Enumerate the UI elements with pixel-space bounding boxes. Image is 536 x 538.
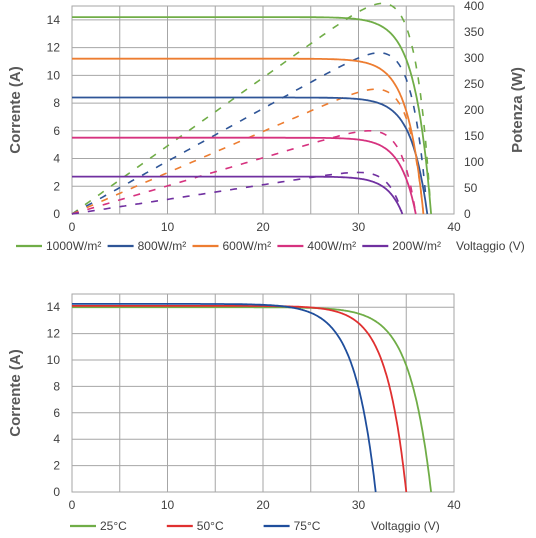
legend-label: 400W/m² bbox=[307, 239, 356, 253]
y2-tick-label: 0 bbox=[464, 207, 471, 221]
x-axis-title: Voltaggio (V) bbox=[371, 519, 440, 533]
y2-tick-label: 200 bbox=[464, 103, 484, 117]
iv-curve-series-4 bbox=[72, 136, 417, 215]
y-tick-label: 12 bbox=[47, 41, 61, 55]
x-tick-label: 40 bbox=[447, 220, 461, 234]
power-curve-series-2 bbox=[71, 52, 427, 215]
y2-tick-label: 250 bbox=[464, 77, 484, 91]
y2-tick-label: 50 bbox=[464, 181, 478, 195]
x-tick-label: 20 bbox=[256, 220, 270, 234]
iv-curve-series-3 bbox=[72, 57, 425, 215]
y-axis-title: Corrente (A) bbox=[7, 66, 24, 154]
legend-label: 50°C bbox=[197, 519, 224, 533]
x-tick-label: 0 bbox=[69, 498, 76, 512]
y-tick-label: 4 bbox=[53, 152, 60, 166]
y2-tick-label: 350 bbox=[464, 25, 484, 39]
legend-label: 75°C bbox=[294, 519, 321, 533]
y-tick-label: 6 bbox=[53, 124, 60, 138]
x-tick-label: 20 bbox=[256, 498, 270, 512]
x-tick-label: 10 bbox=[161, 498, 175, 512]
y-tick-label: 0 bbox=[53, 485, 60, 499]
y2-tick-label: 150 bbox=[464, 129, 484, 143]
y2-tick-label: 300 bbox=[464, 51, 484, 65]
legend-label: 1000W/m² bbox=[46, 239, 101, 253]
power-curve-series-5 bbox=[71, 171, 403, 215]
chart-2 bbox=[70, 293, 455, 528]
legend-label: 800W/m² bbox=[138, 239, 187, 253]
y-tick-label: 2 bbox=[53, 179, 60, 193]
x-tick-label: 0 bbox=[69, 220, 76, 234]
y-tick-label: 12 bbox=[47, 327, 61, 341]
y-tick-label: 0 bbox=[53, 207, 60, 221]
x-tick-label: 30 bbox=[352, 220, 366, 234]
iv-curve-series-3 bbox=[72, 303, 377, 493]
x-tick-label: 40 bbox=[447, 498, 461, 512]
iv-curve-series-2 bbox=[72, 96, 429, 215]
y-tick-label: 6 bbox=[53, 406, 60, 420]
y-tick-label: 14 bbox=[47, 13, 61, 27]
x-axis-title: Voltaggio (V) bbox=[456, 239, 525, 253]
plot-frame bbox=[71, 293, 455, 493]
iv-curve-series-5 bbox=[72, 175, 404, 215]
y-tick-label: 8 bbox=[53, 379, 60, 393]
iv-curve-series-2 bbox=[72, 305, 408, 493]
y-tick-label: 14 bbox=[47, 300, 61, 314]
y-tick-label: 2 bbox=[53, 459, 60, 473]
x-tick-label: 10 bbox=[161, 220, 175, 234]
y2-axis-title: Potenza (W) bbox=[509, 67, 526, 153]
legend-label: 600W/m² bbox=[223, 239, 272, 253]
legend-label: 200W/m² bbox=[392, 239, 441, 253]
y-tick-label: 10 bbox=[47, 353, 61, 367]
chart-1 bbox=[16, 2, 455, 248]
legend-label: 25°C bbox=[100, 519, 127, 533]
y-tick-label: 4 bbox=[53, 432, 60, 446]
power-curve-series-3 bbox=[71, 88, 424, 215]
x-tick-label: 30 bbox=[352, 498, 366, 512]
power-curve-series-4 bbox=[71, 130, 417, 215]
iv-curve-series-1 bbox=[72, 306, 432, 493]
y2-tick-label: 100 bbox=[464, 155, 484, 169]
iv-curve-series-1 bbox=[72, 16, 432, 215]
y-tick-label: 8 bbox=[53, 96, 60, 110]
y-tick-label: 10 bbox=[47, 68, 61, 82]
y-axis-title: Corrente (A) bbox=[7, 349, 24, 437]
y2-tick-label: 400 bbox=[464, 0, 484, 13]
plot-frame bbox=[71, 5, 455, 215]
